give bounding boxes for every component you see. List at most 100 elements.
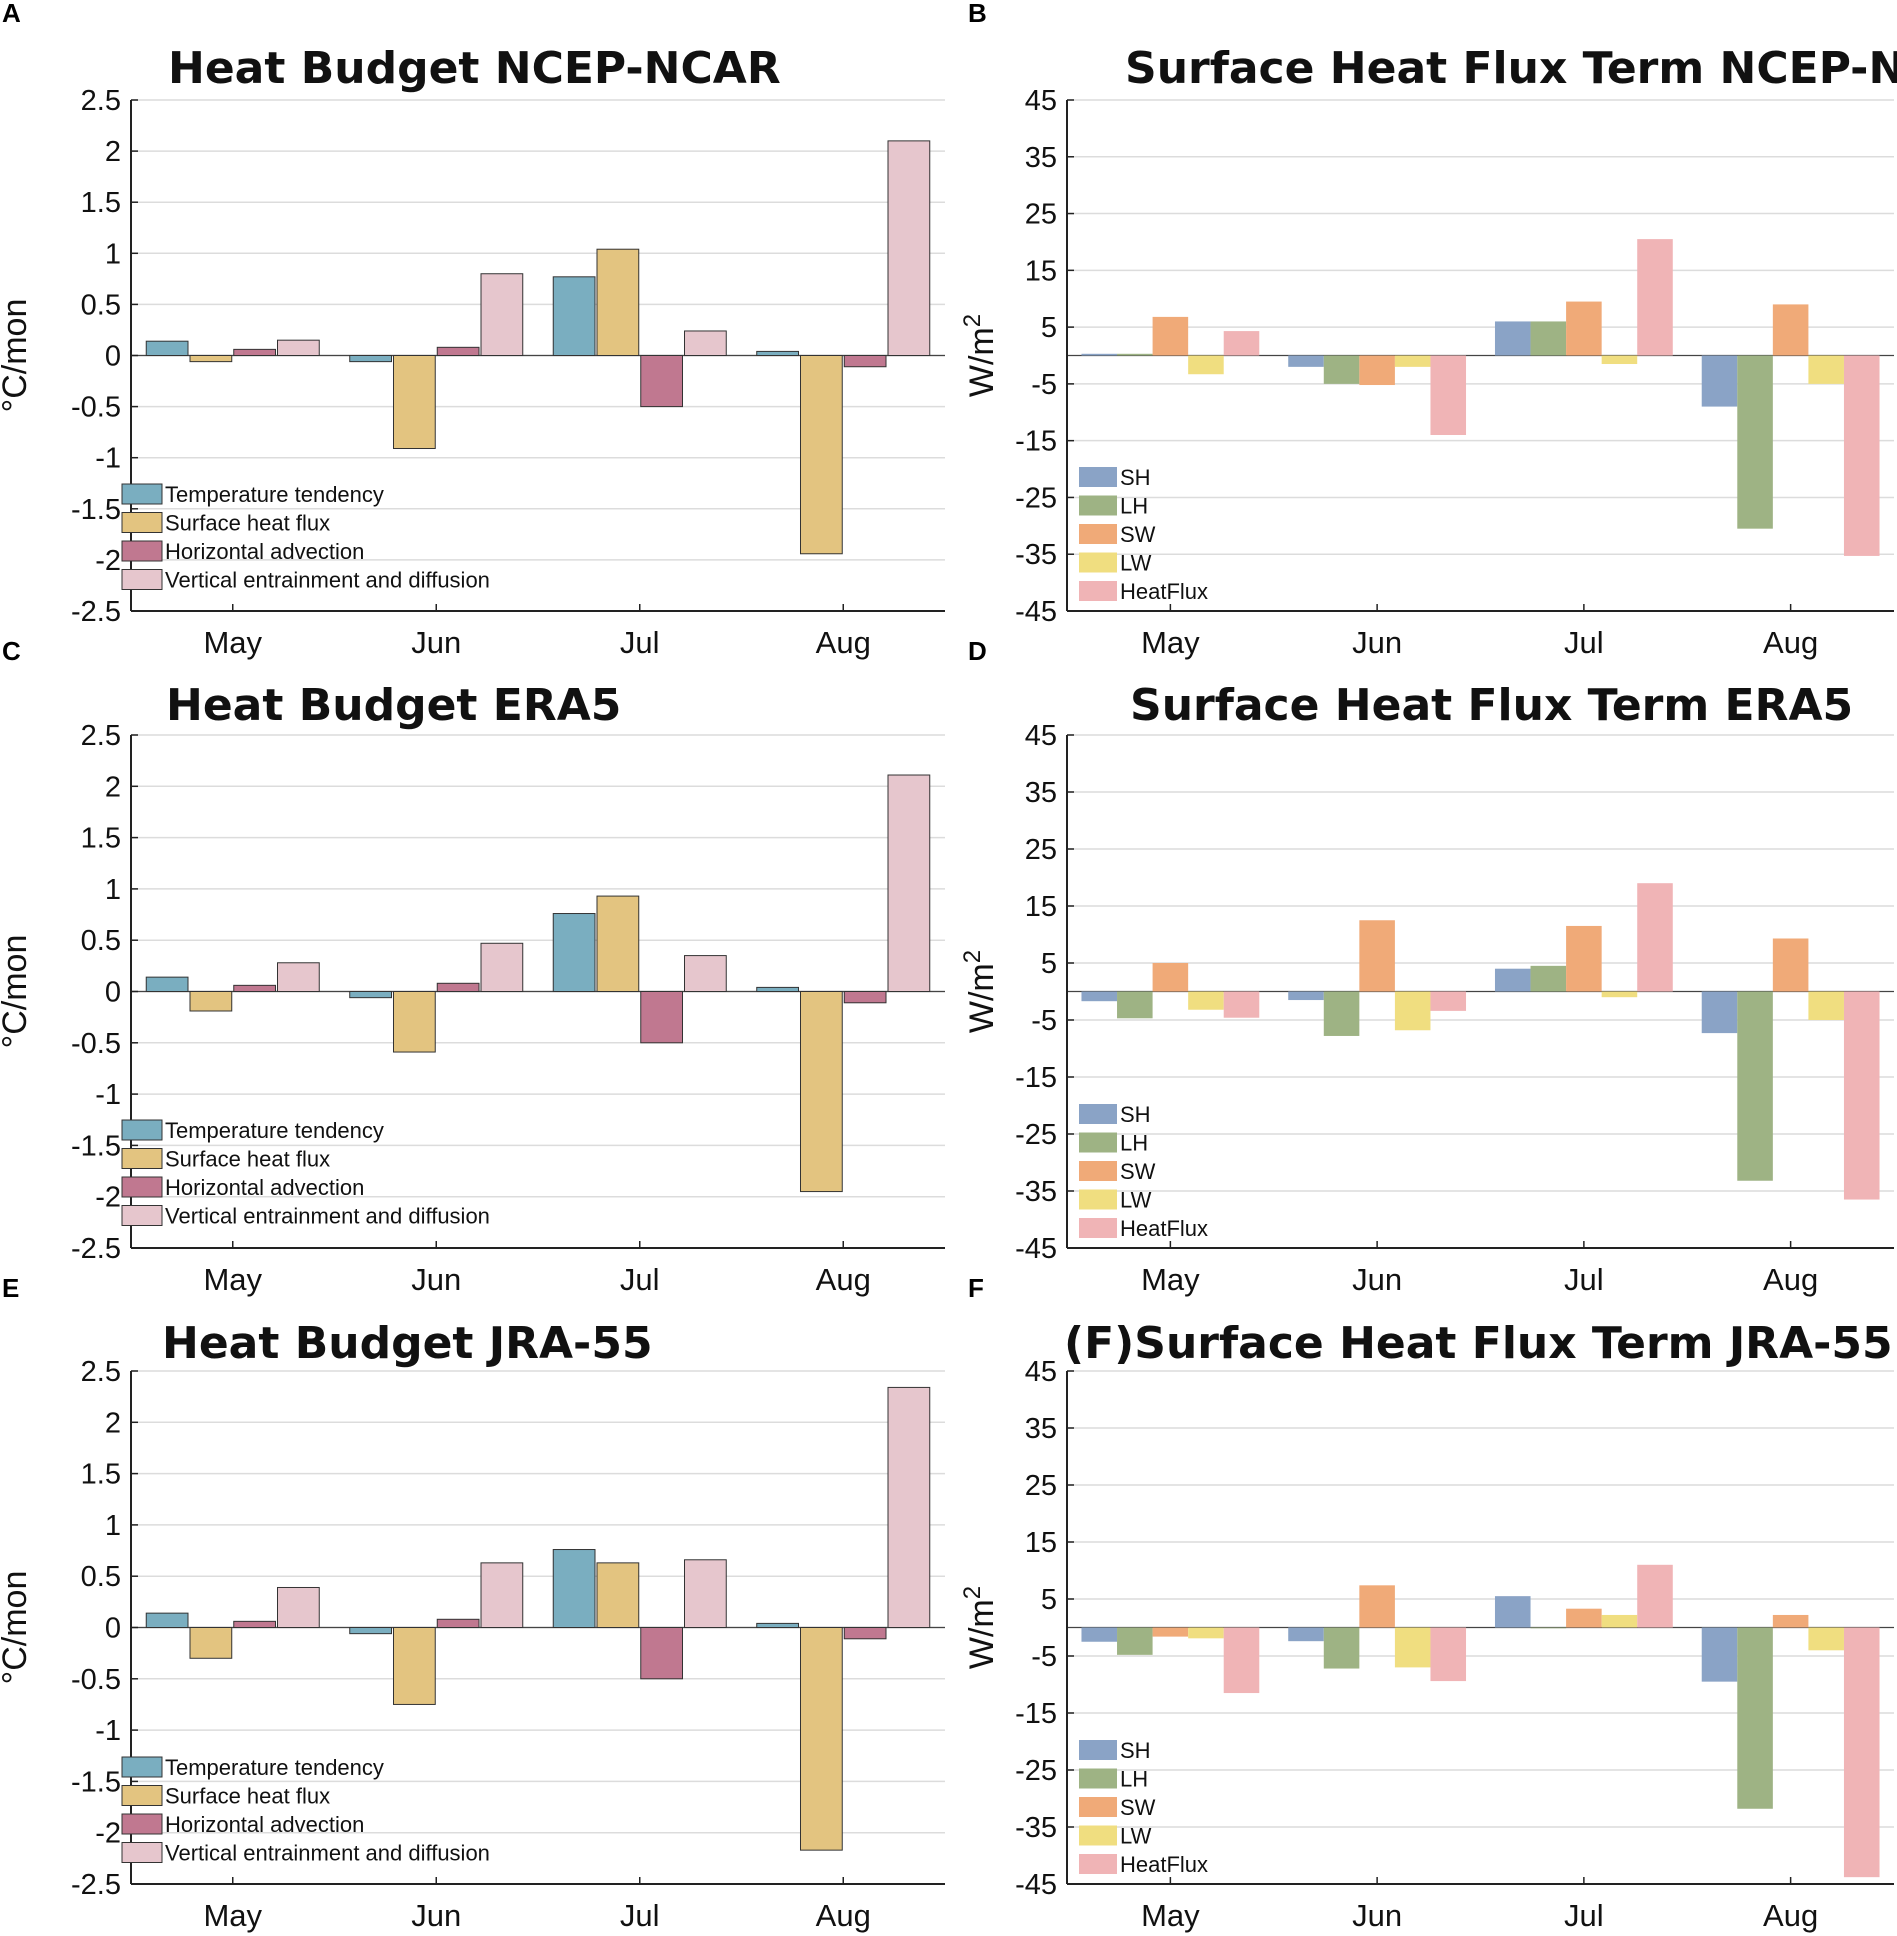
bar-vertical-entrainment-aug xyxy=(887,140,931,356)
y-tick-label: -1.5 xyxy=(71,1130,121,1162)
y-axis-label: W/m2 xyxy=(959,1586,1002,1669)
bar-temperature-tendency-aug xyxy=(756,986,799,992)
y-tick-label: 0.5 xyxy=(81,1561,121,1593)
y-tick-label: 2 xyxy=(105,771,121,803)
bar-LW-jul xyxy=(1601,991,1638,998)
x-tick-label: Jul xyxy=(620,1898,660,1933)
legend-label: LH xyxy=(1120,494,1148,519)
chart-title: Heat Budget JRA-55 xyxy=(162,1318,653,1369)
y-tick-label: -5 xyxy=(1031,369,1057,401)
legend-swatch-HeatFlux xyxy=(1079,1218,1117,1238)
bar-temperature-tendency-jul xyxy=(552,1549,596,1629)
x-tick-label: May xyxy=(1141,625,1200,660)
bar-vertical-entrainment-may xyxy=(277,1586,320,1628)
y-tick-label: -45 xyxy=(1015,596,1057,628)
y-tick-label: -15 xyxy=(1015,1698,1057,1730)
legend-swatch-SH xyxy=(1079,467,1117,487)
legend-swatch-surface-heat-flux xyxy=(121,1148,163,1169)
y-tick-label: -1.5 xyxy=(71,1766,121,1798)
x-tick-label: Jul xyxy=(1564,1898,1604,1933)
y-tick-label: -2 xyxy=(95,1182,121,1214)
bar-LW-jun xyxy=(1394,355,1431,367)
bar-horizontal-advection-aug xyxy=(843,1627,887,1640)
legend-label: SH xyxy=(1120,1738,1151,1763)
x-tick-label: Jun xyxy=(411,1898,461,1933)
x-tick-label: Jul xyxy=(1564,1262,1604,1297)
bar-horizontal-advection-aug xyxy=(843,355,887,368)
y-tick-label: -1 xyxy=(95,1715,121,1747)
bar-surface-heat-flux-jul xyxy=(596,1562,640,1629)
y-tick-label: 2.5 xyxy=(81,1356,121,1388)
bar-SH-aug xyxy=(1701,355,1738,407)
legend-swatch-LH xyxy=(1079,495,1117,516)
y-tick-label: 5 xyxy=(1041,948,1057,980)
legend-swatch-SH xyxy=(1079,1740,1117,1760)
bar-vertical-entrainment-jun xyxy=(480,273,524,356)
legend-swatch-temperature-tendency xyxy=(121,1119,163,1141)
bar-HeatFlux-jun xyxy=(1430,1627,1467,1682)
bar-LH-jun xyxy=(1323,991,1360,1036)
legend-swatch-LW xyxy=(1079,552,1117,573)
y-tick-label: -5 xyxy=(1031,1641,1057,1673)
legend-label: LH xyxy=(1120,1767,1148,1792)
bar-surface-heat-flux-jun xyxy=(392,991,436,1053)
panel-letter: C xyxy=(2,636,21,666)
legend-label: HeatFlux xyxy=(1120,1216,1208,1241)
y-tick-label: 35 xyxy=(1025,142,1057,174)
bar-SW-jul xyxy=(1566,925,1602,992)
legend-label: HeatFlux xyxy=(1120,579,1208,604)
legend-label: Vertical entrainment and diffusion xyxy=(165,568,490,593)
bar-LW-jul xyxy=(1601,355,1638,365)
x-tick-label: Jul xyxy=(1564,625,1604,660)
bar-SW-jun xyxy=(1359,355,1395,386)
x-tick-label: Aug xyxy=(816,1898,871,1933)
bar-surface-heat-flux-jun xyxy=(392,355,436,450)
bar-SH-jul xyxy=(1494,968,1531,992)
bar-temperature-tendency-jun xyxy=(349,1627,392,1635)
y-tick-label: 25 xyxy=(1025,1470,1057,1502)
x-tick-label: Jul xyxy=(620,1262,660,1297)
bar-SW-jul xyxy=(1566,301,1602,356)
bar-HeatFlux-may xyxy=(1223,1627,1260,1694)
legend-swatch-LW xyxy=(1079,1825,1117,1846)
bar-HeatFlux-may xyxy=(1223,331,1260,356)
legend-swatch-LH xyxy=(1079,1132,1117,1153)
y-tick-label: 1 xyxy=(105,1510,121,1542)
x-tick-label: Aug xyxy=(1763,1898,1818,1933)
y-tick-label: -0.5 xyxy=(71,1028,121,1060)
y-tick-label: -2 xyxy=(95,545,121,577)
x-tick-label: Jul xyxy=(620,625,660,660)
legend-swatch-SW xyxy=(1079,524,1117,544)
y-tick-label: 15 xyxy=(1025,891,1057,923)
y-tick-label: 15 xyxy=(1025,1527,1057,1559)
x-tick-label: Jun xyxy=(411,1262,461,1297)
x-tick-label: May xyxy=(203,1262,262,1297)
bar-temperature-tendency-aug xyxy=(756,350,799,356)
bar-temperature-tendency-may xyxy=(145,976,189,992)
bar-SH-may xyxy=(1081,353,1118,356)
x-tick-label: Jun xyxy=(1352,1898,1402,1933)
bar-LW-may xyxy=(1188,1627,1224,1639)
legend-label: Surface heat flux xyxy=(165,511,330,536)
bar-SH-aug xyxy=(1701,991,1738,1034)
bar-surface-heat-flux-may xyxy=(189,1627,233,1659)
bar-vertical-entrainment-aug xyxy=(887,774,931,992)
y-tick-label: 2 xyxy=(105,136,121,168)
bar-temperature-tendency-jun xyxy=(349,991,392,999)
bar-horizontal-advection-may xyxy=(233,984,277,992)
bar-surface-heat-flux-aug xyxy=(799,355,843,555)
bar-HeatFlux-jul xyxy=(1637,1564,1673,1628)
x-tick-label: Aug xyxy=(1763,1262,1818,1297)
y-axis-label: °C/mon xyxy=(0,935,34,1049)
legend-swatch-horizontal-advection xyxy=(121,540,163,562)
legend-label: Horizontal advection xyxy=(165,539,364,564)
bar-HeatFlux-jul xyxy=(1637,239,1673,356)
y-tick-label: -2 xyxy=(95,1818,121,1850)
x-tick-label: May xyxy=(203,625,262,660)
legend-label: LW xyxy=(1120,551,1152,576)
legend-swatch-HeatFlux xyxy=(1079,1854,1117,1874)
x-tick-label: May xyxy=(1141,1262,1200,1297)
bar-LH-may xyxy=(1117,991,1153,1019)
bar-HeatFlux-jul xyxy=(1637,883,1673,992)
legend: Temperature tendency Surface heat flux Hor… xyxy=(121,1118,490,1229)
